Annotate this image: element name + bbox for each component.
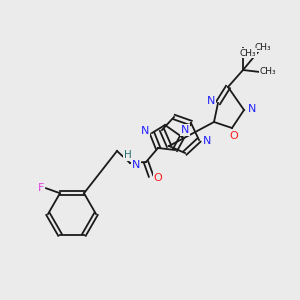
Text: CH₃: CH₃ [260, 68, 276, 76]
Text: O: O [154, 173, 162, 183]
Text: CH₃: CH₃ [255, 43, 271, 52]
Text: N: N [207, 96, 215, 106]
Text: N: N [132, 160, 140, 170]
Text: N: N [181, 125, 189, 135]
Text: H: H [124, 150, 132, 160]
Text: N: N [203, 136, 211, 146]
Text: N: N [248, 104, 256, 114]
Text: O: O [230, 131, 238, 141]
Text: CH₃: CH₃ [240, 49, 256, 58]
Text: F: F [38, 183, 44, 193]
Text: N: N [141, 126, 149, 136]
